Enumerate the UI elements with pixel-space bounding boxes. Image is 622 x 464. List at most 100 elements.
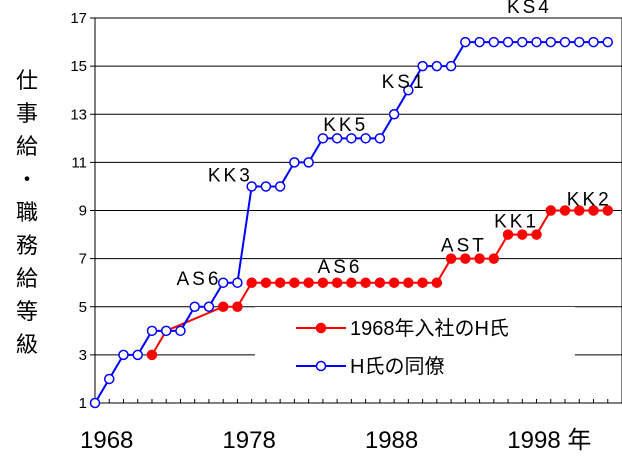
y-tick-label: 15	[70, 58, 87, 75]
annotation-label: KS1	[382, 72, 427, 93]
data-point	[217, 301, 229, 312]
y-tick-label: 5	[79, 299, 87, 316]
data-point	[317, 277, 329, 288]
data-point	[445, 253, 457, 264]
annotation-label: AS6	[318, 257, 363, 278]
data-point	[303, 157, 314, 168]
data-point	[260, 181, 272, 192]
legend-box	[255, 307, 575, 387]
data-point	[360, 277, 371, 288]
data-point	[417, 60, 428, 72]
x-tick-label: 1998 年	[507, 427, 591, 454]
annotation-label: KK3	[208, 166, 253, 187]
y-axis-title-char: 務	[16, 233, 38, 258]
series-layer	[89, 36, 614, 409]
y-tick-label: 11	[71, 154, 87, 171]
y-tick-label: 3	[79, 347, 87, 364]
y-tick-label: 7	[79, 251, 87, 268]
data-point	[460, 253, 471, 264]
y-axis-title-char: 級	[16, 332, 38, 357]
data-point	[403, 277, 414, 288]
data-point	[403, 84, 414, 96]
data-point	[445, 60, 457, 72]
data-point	[531, 229, 542, 240]
data-point	[559, 205, 571, 216]
data-point	[517, 36, 528, 48]
data-point	[474, 36, 485, 48]
data-point	[274, 181, 286, 192]
data-point	[545, 36, 557, 48]
data-point	[331, 133, 343, 144]
data-point	[118, 349, 129, 361]
y-tick-label: 17	[70, 10, 87, 27]
data-point	[203, 301, 215, 312]
data-point	[317, 133, 329, 144]
data-point	[189, 301, 200, 312]
data-point	[460, 36, 471, 48]
annotations: AS6 KK3 AS6 KK5 KS1 AST KK1 KS4 KK2	[177, 0, 612, 290]
data-point	[431, 277, 443, 288]
data-point	[588, 205, 599, 216]
data-point	[232, 277, 243, 288]
y-axis-title-char: 仕	[16, 68, 38, 93]
data-point	[588, 36, 599, 48]
data-point	[331, 277, 343, 288]
y-axis-title-char: 職	[16, 200, 38, 225]
data-point	[360, 133, 371, 144]
data-point	[388, 109, 400, 120]
data-point	[89, 397, 101, 409]
data-point	[602, 36, 614, 48]
data-point	[502, 229, 514, 240]
data-point	[602, 205, 614, 216]
y-tick-label: 1	[79, 395, 87, 412]
data-point	[274, 277, 286, 288]
data-point	[388, 277, 400, 288]
data-point	[217, 277, 229, 288]
annotation-label: KK5	[323, 115, 368, 136]
legend: 1968年入社のH氏 H氏の同僚	[255, 307, 575, 387]
y-tick-label: 13	[70, 106, 87, 123]
y-axis-title-char: 給	[16, 266, 38, 291]
x-tick-label: 1978	[222, 427, 275, 454]
annotation-label: KK2	[567, 190, 612, 211]
data-point	[103, 373, 115, 385]
data-point	[260, 277, 272, 288]
data-point	[232, 301, 243, 312]
legend-label: H氏の同僚	[350, 355, 444, 378]
data-point	[545, 205, 557, 216]
data-point	[488, 36, 500, 48]
y-axis-title-char: 給	[16, 134, 38, 159]
data-point	[374, 133, 386, 144]
data-point	[346, 133, 357, 144]
data-point	[246, 277, 257, 288]
data-point	[146, 325, 158, 337]
data-point	[531, 36, 542, 48]
legend-marker	[315, 360, 327, 372]
y-axis-title-char: 等	[16, 299, 38, 324]
data-point	[502, 36, 514, 48]
data-point	[417, 277, 428, 288]
x-tick-label: 1988	[365, 427, 418, 454]
data-point	[289, 277, 300, 288]
data-point	[303, 277, 314, 288]
data-point	[246, 181, 257, 192]
y-axis-title-char: ・	[16, 167, 38, 192]
data-point	[488, 253, 500, 264]
data-point	[574, 36, 585, 48]
legend-marker	[315, 322, 327, 334]
legend-label: 1968年入社のH氏	[350, 317, 509, 340]
data-point	[574, 205, 585, 216]
data-point	[146, 349, 158, 361]
x-axis-ticks: 1968 1978 1988 1998 年	[80, 399, 622, 454]
data-point	[175, 325, 186, 337]
data-point	[346, 277, 357, 288]
data-point	[374, 277, 386, 288]
annotation-label: AST	[441, 235, 487, 256]
data-point	[474, 253, 485, 264]
annotation-label: AS6	[177, 269, 222, 290]
x-tick-label: 1968	[80, 427, 133, 454]
y-tick-label: 9	[79, 203, 87, 220]
